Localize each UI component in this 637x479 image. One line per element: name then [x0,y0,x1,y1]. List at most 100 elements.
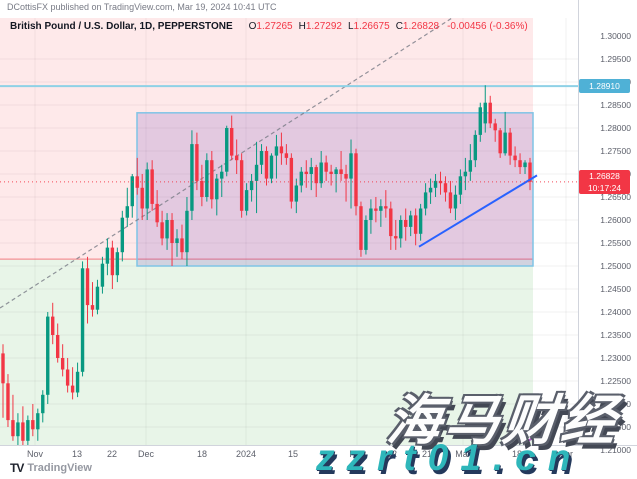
candle-body [269,155,274,179]
candle-body [413,215,418,234]
candle-body [513,155,517,161]
pen-tip-icon [523,431,529,437]
candle-body [433,180,438,188]
candle-body [498,130,502,154]
candle-body [249,180,254,191]
candle-body [244,190,249,211]
candle-body [155,203,159,223]
watermark-url: zzrt01.cn [316,437,583,478]
axis-separator [578,0,579,445]
tradingview-logo[interactable]: TV TradingView [10,461,92,475]
candle-body [369,208,373,220]
candle-body [55,335,60,358]
symbol-title: British Pound / U.S. Dollar, 1D, PEPPERS… [10,21,233,32]
price-axis-label: 1.24500 [600,283,631,294]
candle-body [70,385,75,393]
candle-body [443,183,448,193]
candle-body [145,169,149,209]
candle-body [140,187,144,209]
candle-body [508,132,512,156]
candle-body [220,171,224,179]
candlestick-series [1,85,532,445]
price-axis-label: 1.27500 [600,145,631,156]
price-axis-label: 1.22000 [600,398,631,409]
time-axis-label: 13 [71,449,83,459]
candle-body [399,220,403,239]
candle-body [334,169,338,174]
candle-body [80,268,85,372]
candle-body [294,185,299,202]
candle-body [130,176,134,207]
candle-body [200,180,204,197]
price-axis[interactable]: 1.300001.295001.290001.285001.280001.275… [578,0,637,454]
time-axis-label: 22 [106,449,118,459]
candle-body [125,206,129,218]
candle-body [448,192,453,209]
last-price-value: 1.26828 [589,171,620,181]
last-price-badge: 1.26828 10:17:24 [579,170,630,194]
candle-body [175,238,179,243]
candle-body [309,167,313,174]
candle-body [483,102,487,124]
high-label: H [298,21,306,32]
change-value: -0.00456 (-0.36%) [447,21,528,32]
chart-legend[interactable]: British Pound / U.S. Dollar, 1D, PEPPERS… [10,21,528,32]
candle-body [239,160,244,211]
candle-body [359,206,363,250]
candle-body [503,132,507,154]
open-label: O [248,21,257,32]
time-axis[interactable]: Nov 13 22 Dec 18 2024 15 Feb 12 21 Mar 18 Apr [0,445,637,460]
candle-body [229,128,234,156]
tv-logo-text: TradingView [27,462,92,474]
candle-body [299,171,304,186]
bar-countdown: 10:17:24 [587,183,622,193]
candle-body [339,169,343,174]
candle-body [264,151,269,179]
candle-body [319,162,323,184]
time-axis-label: 18 [196,449,208,459]
candle-body [115,252,120,276]
candle-body [215,178,219,200]
alert-price-badge: 1.28910 [579,79,630,93]
price-axis-label: 1.21000 [600,444,631,455]
candle-body [374,208,378,211]
time-axis-label: 21 [421,449,433,459]
candle-body [468,160,473,172]
candle-body [85,268,90,306]
candle-body [394,236,398,239]
candle-body [195,144,199,181]
candle-body [150,169,154,204]
time-axis-label: Feb [349,449,365,459]
candle-body [274,146,279,156]
candle-body [205,160,209,197]
candle-body [21,422,25,441]
candle-body [105,247,110,264]
candle-body [488,102,492,124]
candle-body [120,217,125,253]
candle-body [463,171,468,177]
candle-body [100,263,105,287]
price-axis-label: 1.23000 [600,352,631,363]
candle-body [60,358,65,370]
candle-body [46,316,50,395]
candle-body [354,153,358,207]
publish-info: DCottisFX published on TradingView.com, … [7,2,277,12]
support-trendline[interactable] [418,174,538,248]
candle-body [75,371,80,393]
candle-body [528,162,532,182]
price-axis-label: 1.30000 [600,30,631,41]
low-label: L [347,21,354,32]
candle-body [26,420,30,441]
candle-body [1,353,5,384]
high-value: 1.27292 [305,21,342,32]
time-axis-label: 12 [386,449,398,459]
candle-body [135,176,139,188]
candle-body [279,146,284,154]
candle-body [36,413,40,430]
candle-body [65,369,70,386]
candle-body [379,206,383,211]
candle-body [210,160,214,200]
candle-body [284,153,289,158]
price-axis-label: 1.25000 [600,260,631,271]
